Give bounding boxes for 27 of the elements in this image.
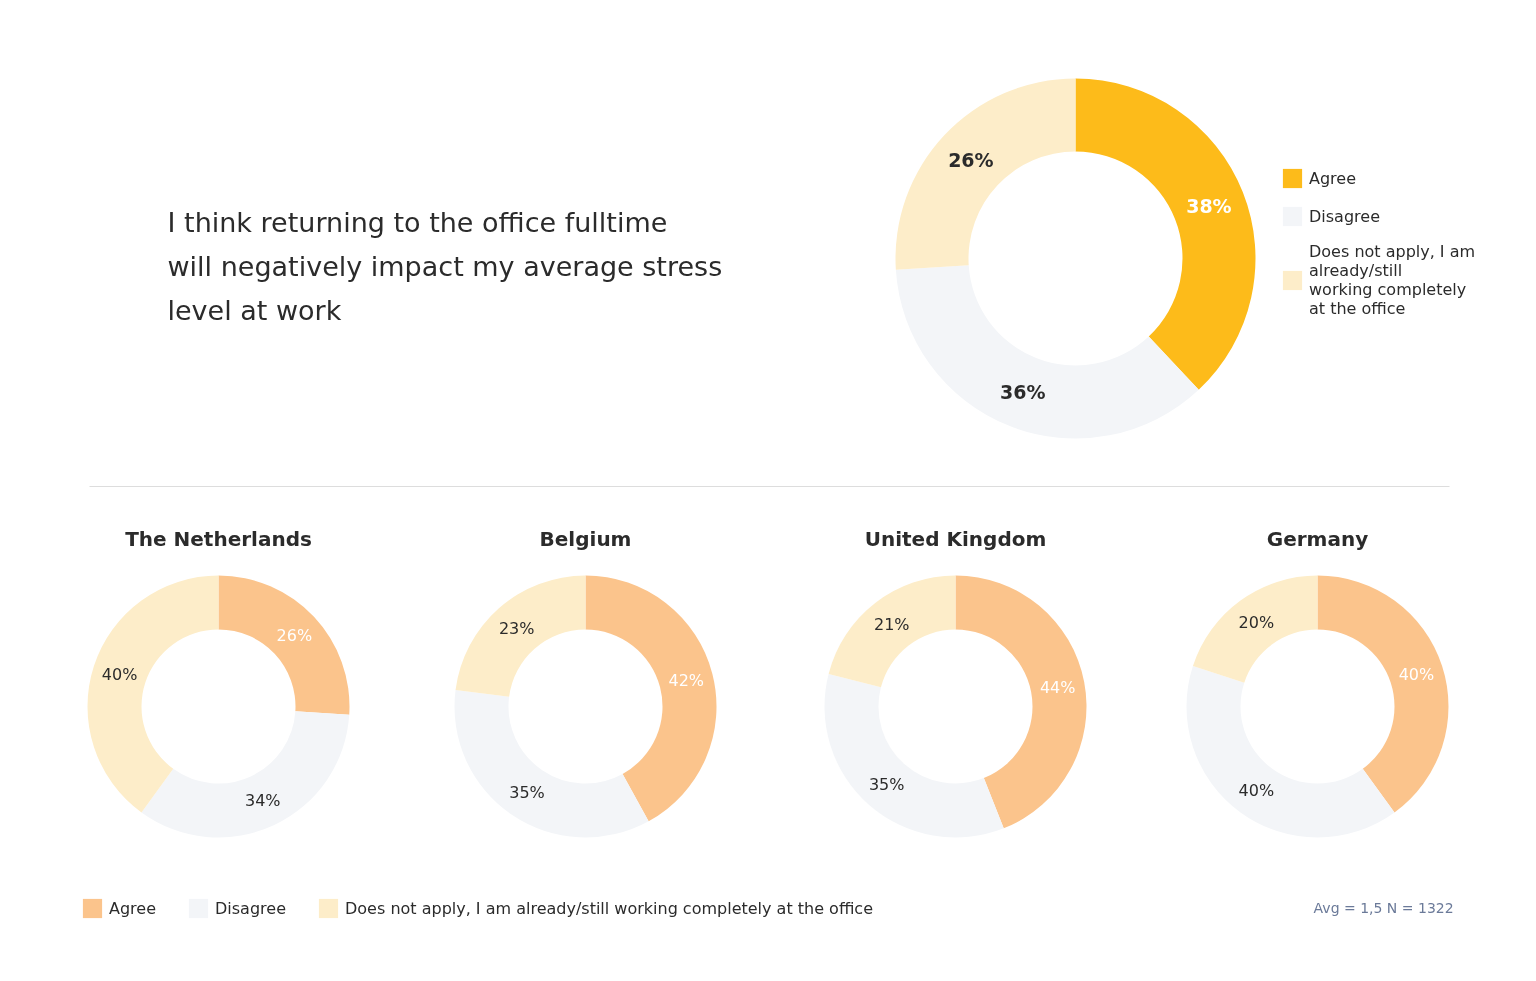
data-label: 40% [1238, 781, 1275, 801]
data-label: 36% [999, 380, 1046, 403]
text: Avg = 1,5 N = 1322 [1313, 899, 1454, 916]
chart-title: The Netherlands [125, 526, 312, 551]
data-label: 26% [948, 149, 994, 172]
chart-title: Belgium [539, 526, 632, 551]
chart-title: Germany [1266, 526, 1369, 551]
data-label: 40% [1398, 664, 1435, 684]
data-label: 40% [101, 664, 138, 684]
legend-label: Does not apply, I am already/still working completely at the office [1309, 242, 1476, 318]
data-label: 26% [276, 625, 313, 645]
data-label: 20% [1238, 612, 1275, 632]
legend-label: Does not apply, I am already/still working completely at the office [345, 898, 874, 918]
text: I think returning to the office fulltime will negatively impact my average stress level at work [167, 207, 723, 326]
data-label: 42% [668, 671, 705, 691]
legend-label: Disagree [215, 898, 286, 918]
chart-title: United Kingdom [864, 526, 1047, 551]
data-label: 34% [245, 791, 281, 811]
data-label: 23% [498, 618, 535, 638]
data-label: 35% [509, 783, 545, 803]
data-label: 44% [1039, 677, 1076, 697]
legend-label: Agree [1309, 168, 1357, 188]
data-label: 38% [1186, 194, 1232, 217]
data-label: 35% [868, 775, 905, 795]
legend-label: Agree [109, 898, 157, 918]
legend-label: Disagree [1309, 206, 1380, 226]
data-label: 21% [873, 614, 910, 634]
